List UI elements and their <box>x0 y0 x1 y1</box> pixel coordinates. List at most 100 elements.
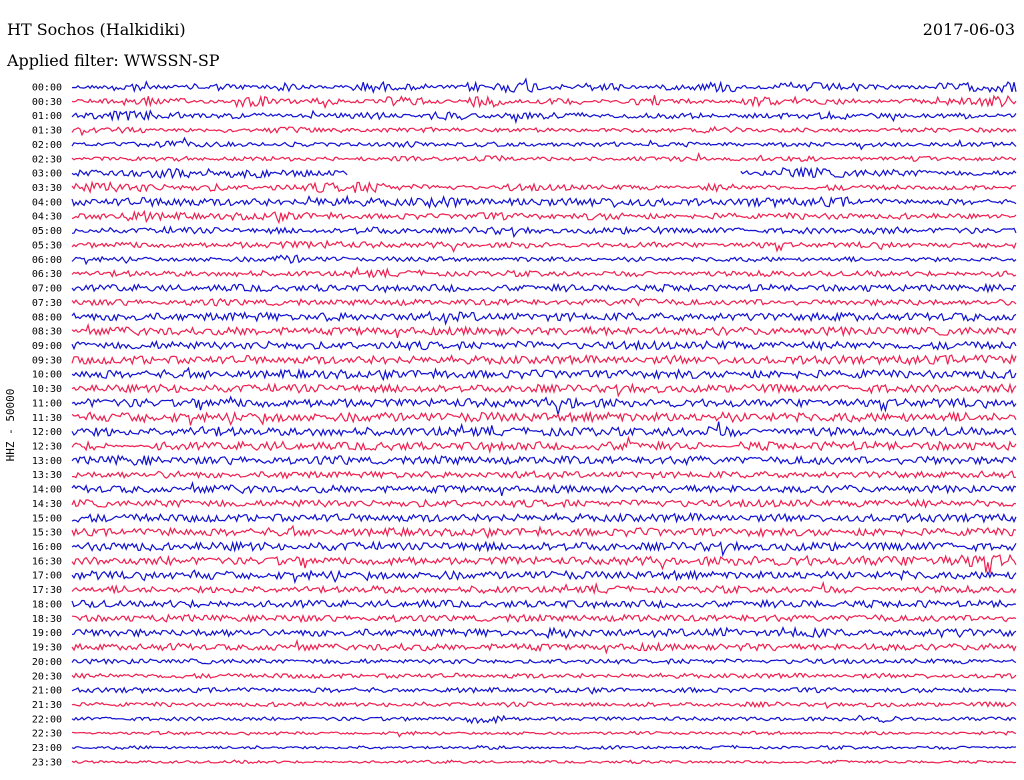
time-tick-label: 10:30 <box>32 384 62 395</box>
time-tick-label: 00:30 <box>32 97 62 108</box>
time-tick-label: 18:30 <box>32 614 62 625</box>
station-title: HT Sochos (Halkidiki) <box>7 20 186 39</box>
seismic-trace-row <box>71 180 1016 194</box>
seismic-trace-row <box>71 339 1017 352</box>
time-tick-label: 11:00 <box>32 398 62 409</box>
seismic-trace-row <box>71 382 1017 398</box>
seismic-trace-row <box>71 94 1017 110</box>
seismic-trace-row <box>71 109 1017 125</box>
seismic-trace-row <box>71 730 1017 738</box>
seismic-trace-row <box>71 194 1017 210</box>
seismic-trace-row <box>71 638 1017 655</box>
seismic-trace-row <box>71 454 1017 467</box>
seismic-trace-row <box>71 744 1017 751</box>
seismic-trace-row <box>71 540 1017 558</box>
seismic-trace-row <box>71 265 1017 279</box>
seismic-trace-row <box>71 714 1017 725</box>
seismic-trace-row <box>71 759 1017 765</box>
seismic-trace-row <box>71 498 1017 509</box>
time-tick-label: 19:00 <box>32 628 62 639</box>
time-tick-label: 19:30 <box>32 643 62 654</box>
time-tick-label: 14:30 <box>32 499 62 510</box>
seismic-trace-row <box>71 322 1017 339</box>
time-tick-label: 00:00 <box>32 83 62 94</box>
time-tick-label: 21:00 <box>32 686 62 697</box>
time-tick-label: 02:00 <box>32 140 62 151</box>
time-tick-label: 22:00 <box>32 714 62 725</box>
seismic-trace-row <box>71 598 1017 610</box>
time-tick-label: 21:30 <box>32 700 62 711</box>
seismic-traces <box>71 77 1017 765</box>
seismic-trace-row <box>71 580 1017 595</box>
time-tick-label: 15:00 <box>32 513 62 524</box>
seismic-trace-row <box>71 282 1017 294</box>
filter-label: Applied filter: WWSSN-SP <box>6 51 220 70</box>
time-tick-label: 06:00 <box>32 255 62 266</box>
time-tick-label: 16:00 <box>32 542 62 553</box>
seismic-trace-row <box>71 625 1017 640</box>
time-tick-label: 18:00 <box>32 599 62 610</box>
seismic-trace-row <box>71 239 1017 254</box>
time-tick-label: 20:00 <box>32 657 62 668</box>
time-tick-label: 01:00 <box>32 111 62 122</box>
seismic-trace-row <box>71 366 1017 382</box>
time-tick-label: 12:00 <box>32 427 62 438</box>
seismic-trace-row <box>71 254 1017 266</box>
y-axis-label: HHZ - 50000 <box>4 389 17 462</box>
seismic-trace-row <box>71 511 1017 524</box>
time-tick-label: 10:00 <box>32 370 62 381</box>
seismic-trace-row <box>71 421 1017 438</box>
time-tick-label: 03:00 <box>32 169 62 180</box>
time-tick-label: 05:00 <box>32 226 62 237</box>
seismic-trace-row <box>71 700 1017 710</box>
time-tick-label: 05:30 <box>32 240 62 251</box>
time-tick-label: 16:30 <box>32 556 62 567</box>
time-tick-label: 22:30 <box>32 729 62 740</box>
time-tick-label: 02:30 <box>32 154 62 165</box>
time-tick-label: 23:30 <box>32 757 62 768</box>
time-tick-label: 04:00 <box>32 197 62 208</box>
seismic-trace-row <box>71 395 1017 415</box>
seismic-trace-row <box>71 225 1017 239</box>
seismic-trace-row <box>71 480 1017 497</box>
time-tick-label: 11:30 <box>32 413 62 424</box>
seismic-trace-row <box>71 686 1017 695</box>
seismic-trace-row <box>71 136 1017 151</box>
seismic-trace-row <box>71 209 1017 225</box>
seismic-trace-row <box>71 166 1017 180</box>
seismic-trace-row <box>71 310 1017 326</box>
seismic-trace-row <box>71 553 1017 574</box>
seismic-trace-row <box>71 435 1017 455</box>
time-tick-label: 12:30 <box>32 442 62 453</box>
seismic-trace-row <box>71 125 1017 137</box>
time-tick-label: 01:30 <box>32 126 62 137</box>
time-tick-label: 13:30 <box>32 470 62 481</box>
date-label: 2017-06-03 <box>923 20 1015 39</box>
time-tick-label: 09:30 <box>32 355 62 366</box>
seismic-trace-row <box>71 613 1017 624</box>
time-tick-label: 07:30 <box>32 298 62 309</box>
seismic-trace-row <box>71 152 1017 163</box>
seismic-trace-row <box>71 569 1017 585</box>
time-tick-label: 06:30 <box>32 269 62 280</box>
seismic-trace-row <box>71 353 1017 367</box>
time-tick-label: 08:30 <box>32 327 62 338</box>
time-tick-label: 17:30 <box>32 585 62 596</box>
time-tick-label: 08:00 <box>32 312 62 323</box>
time-tick-label: 20:30 <box>32 671 62 682</box>
time-tick-labels: 00:00 00:30 01:00 01:30 02:00 02:30 03:00 03:30… <box>32 83 62 769</box>
time-tick-label: 13:00 <box>32 456 62 467</box>
seismic-trace-row <box>71 77 1017 94</box>
time-tick-label: 03:30 <box>32 183 62 194</box>
time-tick-label: 23:00 <box>32 743 62 754</box>
time-tick-label: 09:00 <box>32 341 62 352</box>
seismic-trace-row <box>71 524 1017 540</box>
time-tick-label: 15:30 <box>32 528 62 539</box>
time-tick-label: 04:30 <box>32 212 62 223</box>
time-tick-label: 14:00 <box>32 485 62 496</box>
seismic-trace-row <box>71 410 1017 427</box>
seismic-trace-row <box>71 297 1017 307</box>
seismic-trace-row <box>71 672 1017 680</box>
seismic-trace-row <box>71 470 1017 481</box>
